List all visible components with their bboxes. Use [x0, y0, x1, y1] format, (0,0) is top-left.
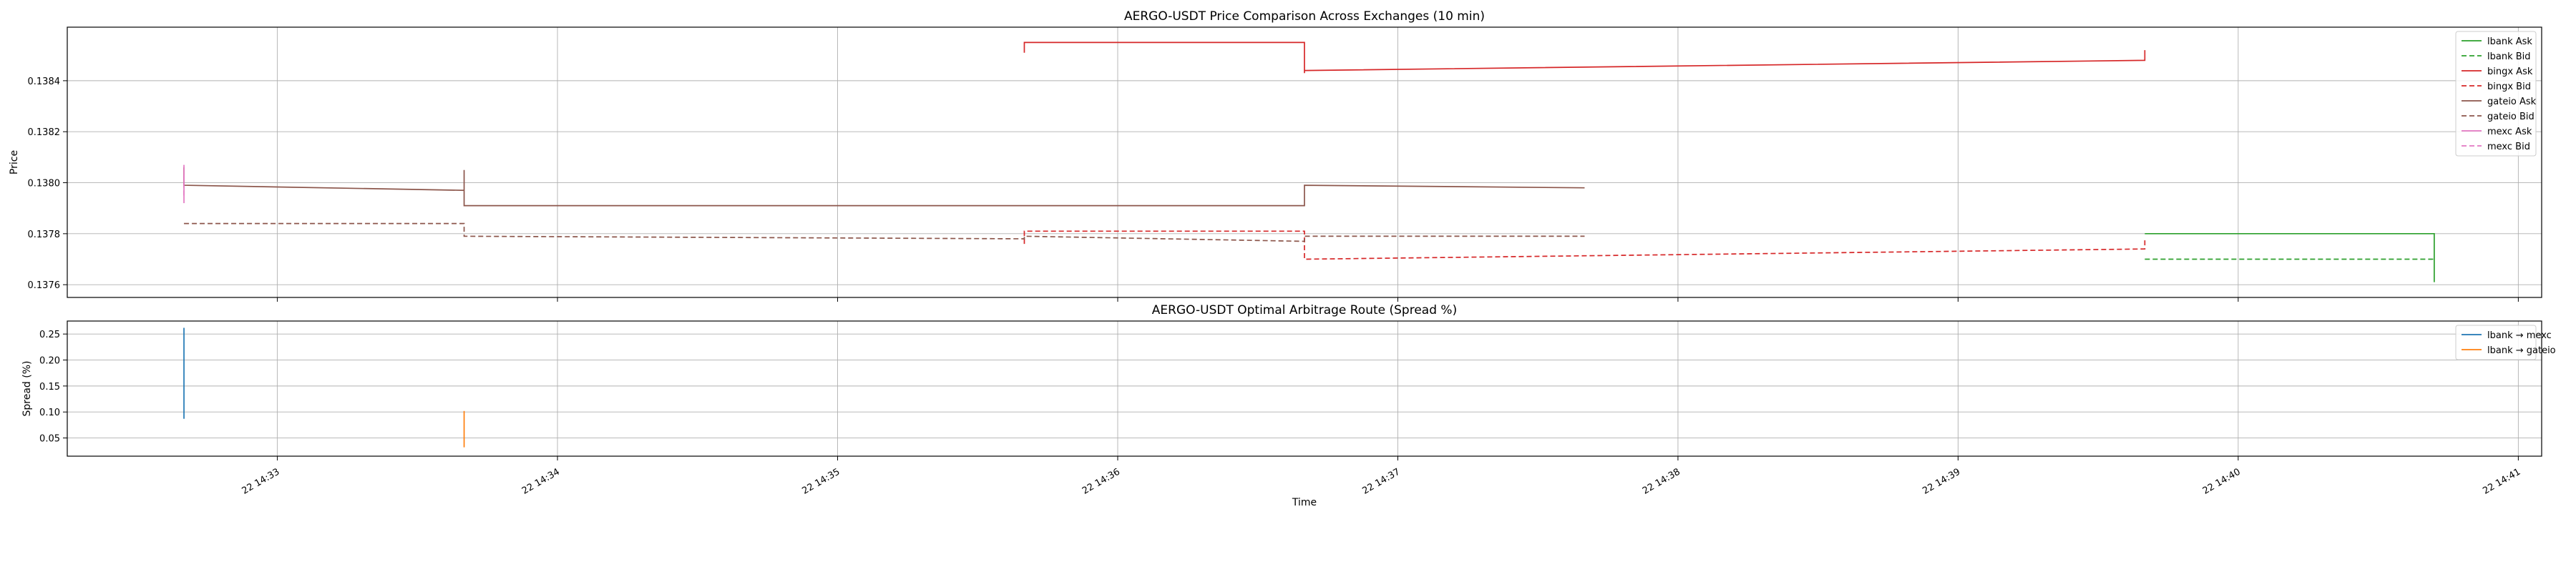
y-tick-label: 0.1380: [28, 179, 61, 189]
legend: lbank Ask lbank Bid bingx Ask bingx Bid gate…: [2455, 31, 2537, 157]
x-tick-label: 22 14:38: [1641, 467, 1682, 497]
legend-box: [2455, 31, 2537, 157]
y-tick-label: 0.20: [39, 356, 60, 367]
legend-box: [2455, 325, 2537, 360]
legend-label: mexc Bid: [2487, 142, 2530, 152]
y-tick-label: 0.05: [39, 434, 60, 445]
legend-label: gateio Bid: [2487, 112, 2534, 122]
x-tick-label: 22 14:37: [1360, 467, 1402, 497]
legend-label: gateio Ask: [2487, 97, 2537, 107]
y-tick-label: 0.1378: [28, 230, 61, 240]
x-tick-label: 22 14:36: [1080, 467, 1122, 497]
x-tick-label: 22 14:35: [801, 467, 842, 497]
y-axis-label: Spread (%): [21, 361, 33, 417]
legend: lbank → mexc lbank → gateio: [2455, 325, 2556, 360]
series-line: [2145, 232, 2435, 282]
panel-2: 0.05 0.10 0.15 0.20 0.25 22 14:33 22 14:34 22 1…: [21, 303, 2556, 508]
x-tick-label: 22 14:39: [1921, 467, 1962, 497]
y-axis-label: Price: [9, 150, 20, 174]
legend-label: lbank Bid: [2487, 51, 2531, 62]
y-tick-label: 0.25: [39, 330, 60, 340]
plot-frame: [67, 26, 2542, 298]
plot-frame: [67, 320, 2542, 457]
x-tick-label: 22 14:33: [240, 467, 282, 497]
y-tick-label: 0.10: [39, 408, 60, 418]
y-tick-label: 0.1382: [28, 127, 61, 138]
x-axis-label: Time: [1292, 497, 1317, 508]
chart-title: AERGO-USDT Optimal Arbitrage Route (Spre…: [1152, 303, 1457, 317]
series-line: [1023, 230, 2146, 260]
legend-label: mexc Ask: [2487, 127, 2532, 137]
x-tick-label: 22 14:41: [2481, 467, 2522, 497]
y-tick-label: 0.15: [39, 382, 60, 393]
panel-1: 0.1376 0.1378 0.1380 0.1382 0.1384 AERGO-USDT…: [9, 9, 2542, 302]
series-line: [1023, 41, 2146, 74]
x-tick-label: 22 14:40: [2201, 467, 2243, 497]
legend-label: lbank → mexc: [2487, 330, 2552, 341]
y-tick-label: 0.1384: [28, 77, 61, 87]
y-tick-label: 0.1376: [28, 280, 61, 291]
legend-label: lbank → gateio: [2487, 345, 2556, 356]
series-line: [184, 222, 1585, 242]
series-line: [183, 167, 1585, 207]
legend-label: bingx Bid: [2487, 82, 2531, 92]
legend-label: lbank Ask: [2487, 36, 2532, 47]
legend-label: bingx Ask: [2487, 66, 2533, 77]
x-tick-label: 22 14:34: [520, 467, 562, 497]
chart-title: AERGO-USDT Price Comparison Across Excha…: [1124, 9, 1485, 24]
